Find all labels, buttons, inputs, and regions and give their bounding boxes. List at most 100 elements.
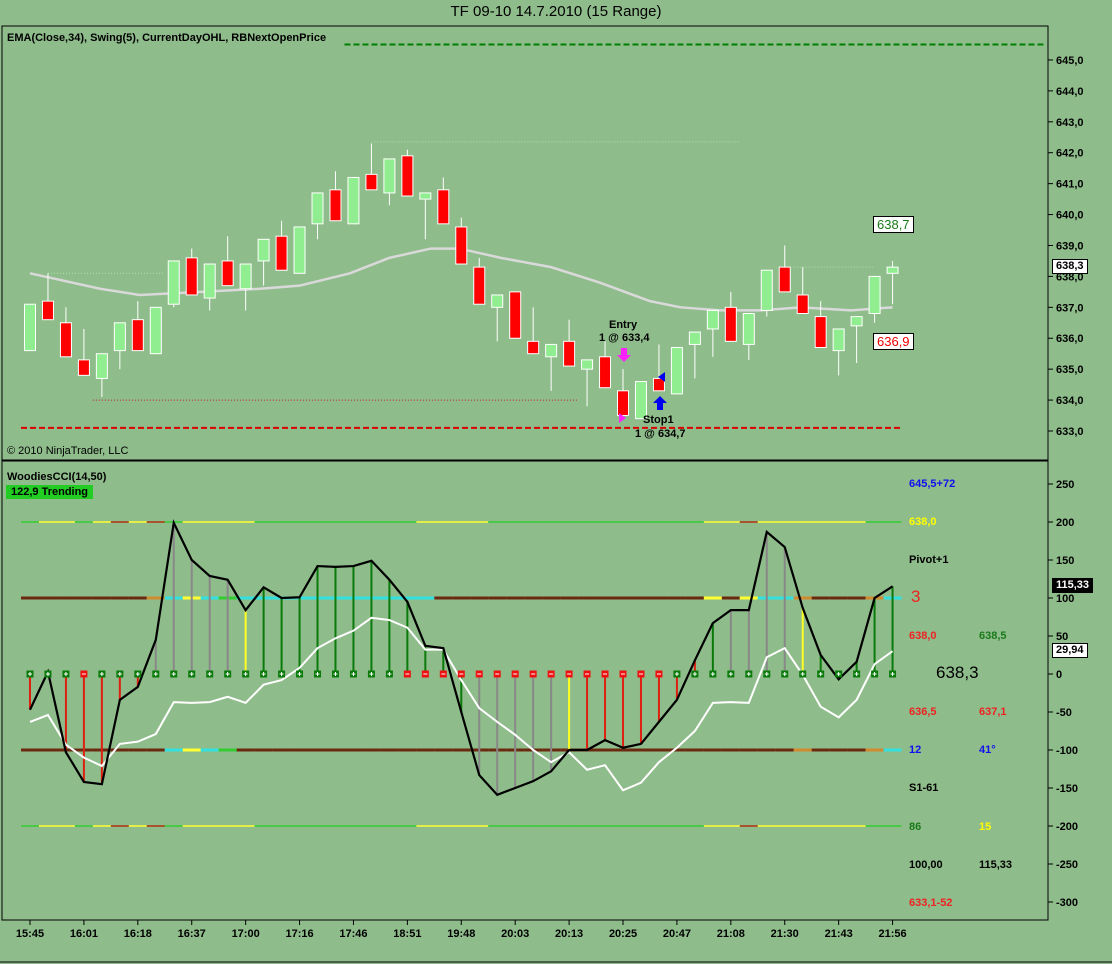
- info-r9: S1-61: [909, 782, 939, 794]
- info-r12: 633,1-52: [909, 897, 953, 909]
- candle-down: [221, 260, 234, 287]
- info-r1: 645,5+72: [909, 478, 956, 490]
- cci-tick-label: 200: [1056, 517, 1074, 529]
- candle-up: [706, 309, 719, 330]
- candle-down: [814, 316, 827, 349]
- candle-down: [437, 189, 450, 225]
- candle-down: [131, 319, 144, 352]
- candle-down: [796, 294, 809, 315]
- cci-zero-markers: [26, 670, 897, 678]
- entry-detail: 1 @ 633,4: [599, 332, 650, 344]
- cci-tick-label: -50: [1056, 707, 1072, 719]
- cci-tick-label: 50: [1056, 631, 1068, 643]
- price-tick-label: 635,0: [1056, 364, 1084, 376]
- stop-detail: 1 @ 634,7: [635, 428, 686, 440]
- candle-up: [167, 260, 180, 305]
- stop-fill-triangle-icon: [658, 372, 665, 382]
- candle-down: [41, 300, 54, 321]
- info-r6: 638,3: [936, 663, 979, 682]
- info-r8a: 12: [909, 744, 922, 756]
- candle-down: [365, 173, 378, 191]
- time-tick-label: 20:13: [555, 928, 583, 940]
- window-title: TF 09-10 14.7.2010 (15 Range): [450, 3, 662, 20]
- info-r11a: 100,00: [909, 859, 943, 871]
- price-levels: [21, 43, 1046, 429]
- price-tick-label: 641,0: [1056, 179, 1084, 191]
- candle-down: [563, 340, 576, 367]
- cci-tick-label: -200: [1056, 821, 1078, 833]
- info-r5b: 638,5: [979, 630, 1007, 642]
- time-tick-label: 20:47: [663, 928, 691, 940]
- candle-down: [455, 226, 468, 265]
- candle-up: [850, 316, 863, 327]
- candle-up: [113, 322, 126, 352]
- price-tick-label: 637,0: [1056, 302, 1084, 314]
- copyright-text: © 2010 NinjaTrader, LLC: [7, 445, 129, 457]
- info-r7a: 636,5: [909, 706, 937, 718]
- info-r11b: 115,33: [979, 859, 1013, 871]
- time-tick-label: 21:56: [878, 928, 906, 940]
- time-tick-label: 19:48: [447, 928, 475, 940]
- candle-down: [652, 377, 665, 392]
- candle-up: [257, 238, 270, 262]
- candle-up: [149, 306, 162, 355]
- candle-down: [401, 155, 414, 197]
- price-indicator-label: EMA(Close,34), Swing(5), CurrentDayOHL, …: [7, 32, 327, 44]
- turbo-cci-line: [29, 616, 894, 792]
- candle-down: [617, 390, 630, 417]
- time-tick-label: 17:00: [232, 928, 260, 940]
- trend-status-badge: 122,9 Trending: [6, 485, 94, 499]
- candle-up: [634, 381, 647, 420]
- time-tick-label: 17:46: [339, 928, 367, 940]
- price-tick-label: 642,0: [1056, 148, 1084, 160]
- candle-up: [545, 343, 558, 358]
- candle-up: [688, 331, 701, 345]
- candle-down: [473, 266, 486, 305]
- candle-down: [329, 189, 342, 222]
- candle-up: [742, 313, 755, 345]
- cci-tick-label: 0: [1056, 669, 1062, 681]
- time-tick-label: 20:25: [609, 928, 637, 940]
- candles: [24, 143, 899, 420]
- price-tick-label: 640,0: [1056, 210, 1084, 222]
- entry-label: Entry: [609, 319, 638, 331]
- candle-up: [832, 328, 845, 352]
- candle-up: [203, 263, 216, 299]
- cci-tick-label: 150: [1056, 555, 1074, 567]
- time-tick-label: 21:43: [825, 928, 853, 940]
- candle-down: [724, 306, 737, 342]
- cci-indicator-label: WoodiesCCI(14,50): [7, 471, 107, 483]
- entry-fill-triangle-icon: [619, 413, 626, 423]
- time-tick-label: 16:01: [70, 928, 98, 940]
- info-r4: 3: [911, 587, 921, 606]
- price-tick-label: 634,0: [1056, 395, 1084, 407]
- info-r7b: 637,1: [979, 706, 1007, 718]
- candle-up: [581, 359, 594, 370]
- swing-low-box: 636,9: [873, 333, 914, 350]
- cci-tick-label: -250: [1056, 859, 1078, 871]
- stop-label: Stop1: [643, 414, 674, 426]
- price-tick-label: 633,0: [1056, 426, 1084, 438]
- time-tick-label: 20:03: [501, 928, 529, 940]
- cci-tick-label: 100: [1056, 593, 1074, 605]
- cci-panel-border: [1, 460, 1049, 921]
- info-r10b: 15: [979, 821, 992, 833]
- candle-down: [275, 235, 288, 271]
- axis-ticks: 633,0 634,0 635,0 636,0 637,0 638,0 639,0 640,0…: [16, 55, 1084, 940]
- time-tick-label: 16:18: [124, 928, 152, 940]
- cci-lines: [29, 519, 894, 797]
- candle-up: [239, 263, 252, 290]
- cci-tick-label: 250: [1056, 479, 1074, 491]
- info-r5a: 638,0: [909, 630, 937, 642]
- candle-down: [509, 291, 522, 339]
- entry-arrow-icon: [617, 348, 631, 362]
- price-tick-label: 636,0: [1056, 333, 1084, 345]
- candle-down: [185, 257, 198, 296]
- candle-down: [59, 322, 72, 358]
- time-tick-label: 18:51: [393, 928, 421, 940]
- candle-up: [95, 353, 108, 379]
- candle-up: [311, 192, 324, 225]
- price-tick-label: 638,0: [1056, 271, 1084, 283]
- price-tick-label: 639,0: [1056, 240, 1084, 252]
